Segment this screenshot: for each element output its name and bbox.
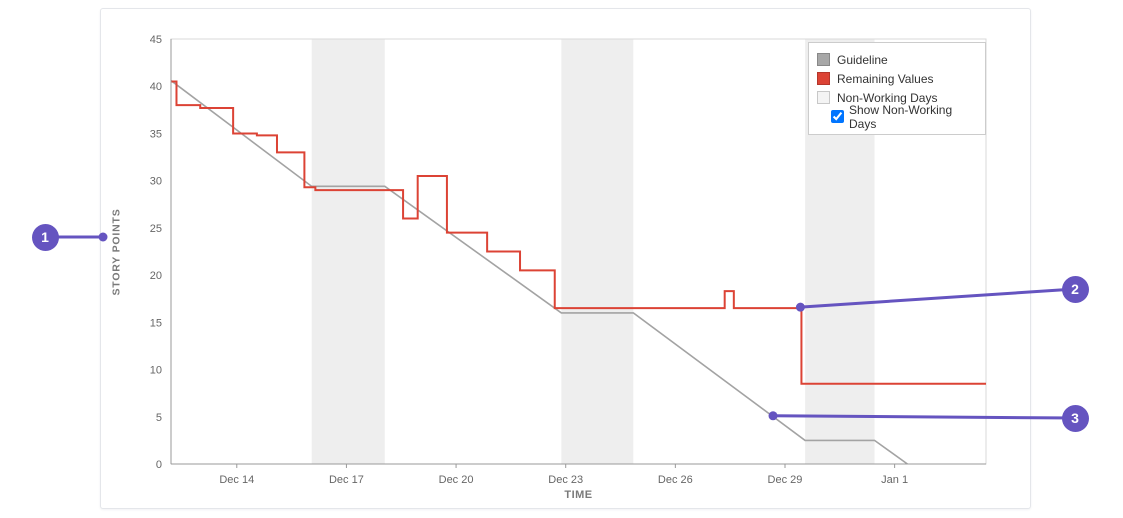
chart-card: 0 5 10 15 20 25 30 35 40 45 Dec 14 Dec 17 Dec 20 Dec …	[100, 8, 1031, 509]
legend-label-remaining-values: Remaining Values	[837, 71, 934, 86]
x-tick-label: Dec 29	[768, 474, 803, 486]
y-tick-label: 25	[150, 223, 162, 235]
callout-badge-1: 1	[31, 223, 59, 251]
y-tick-label: 30	[150, 176, 162, 188]
x-tick-label: Jan 1	[881, 474, 908, 486]
legend-label-guideline: Guideline	[837, 52, 888, 67]
y-axis-title-wrap: STORY POINTS	[103, 39, 129, 464]
x-tick-label: Dec 26	[658, 474, 693, 486]
callout-badge-3: 3	[1061, 404, 1089, 432]
x-tick-label: Dec 23	[548, 474, 583, 486]
non-working-days-band	[561, 39, 634, 464]
burndown-chart: 0 5 10 15 20 25 30 35 40 45 Dec 14 Dec 17 Dec 20 Dec …	[150, 34, 987, 486]
y-tick-label: 5	[156, 412, 162, 424]
y-tick-label: 40	[150, 81, 162, 93]
legend-checkbox-row: Show Non-Working Days	[831, 103, 977, 131]
non-working-days-band	[311, 39, 385, 464]
remaining-values-line	[171, 80, 986, 385]
y-tick-label: 15	[150, 317, 162, 329]
y-tick-label: 35	[150, 128, 162, 140]
legend-label-non-working-days: Non-Working Days	[837, 90, 938, 105]
y-tick-label: 10	[150, 365, 162, 377]
legend-swatch-guideline	[817, 53, 830, 66]
y-tick-label: 0	[156, 459, 162, 471]
legend-swatch-remaining-values	[817, 72, 830, 85]
y-tick-label: 45	[150, 34, 162, 46]
y-axis-title: STORY POINTS	[110, 207, 123, 296]
legend-item-remaining-values: Remaining Values	[817, 69, 977, 88]
legend-item-non-working-days: Non-Working Days	[817, 88, 977, 107]
x-tick-label: Dec 17	[329, 474, 364, 486]
legend-swatch-non-working-days	[817, 91, 830, 104]
show-non-working-days-checkbox[interactable]	[831, 110, 844, 123]
guideline-line	[170, 79, 908, 465]
x-axis-title: TIME	[564, 489, 593, 501]
legend-item-guideline: Guideline	[817, 50, 977, 69]
x-tick-label: Dec 14	[219, 474, 254, 486]
y-tick-label: 20	[150, 270, 162, 282]
callout-badge-2: 2	[1061, 275, 1089, 303]
x-tick-label: Dec 20	[439, 474, 474, 486]
legend: Guideline Remaining Values Non-Working D…	[808, 42, 986, 135]
show-non-working-days-label: Show Non-Working Days	[849, 102, 953, 131]
